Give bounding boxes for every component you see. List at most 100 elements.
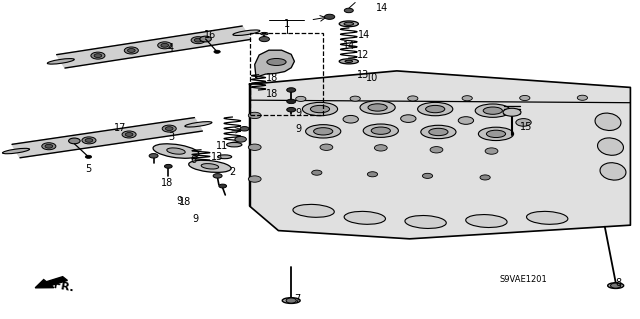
Circle shape <box>611 283 621 288</box>
Circle shape <box>320 144 333 151</box>
Circle shape <box>324 14 335 19</box>
Ellipse shape <box>360 101 396 114</box>
Circle shape <box>165 127 173 130</box>
Circle shape <box>516 119 531 126</box>
Circle shape <box>248 176 261 182</box>
Circle shape <box>430 147 443 153</box>
Text: 9: 9 <box>193 214 199 224</box>
Ellipse shape <box>527 211 568 224</box>
Ellipse shape <box>598 138 623 155</box>
Ellipse shape <box>418 102 453 116</box>
Ellipse shape <box>227 143 242 147</box>
Circle shape <box>124 47 138 54</box>
Ellipse shape <box>479 127 514 141</box>
Text: 9: 9 <box>296 124 302 134</box>
Text: 13: 13 <box>211 152 223 162</box>
Text: 7: 7 <box>294 294 300 304</box>
FancyArrow shape <box>35 277 67 288</box>
Ellipse shape <box>314 128 333 135</box>
Text: 17: 17 <box>114 122 127 133</box>
Ellipse shape <box>47 59 74 64</box>
Circle shape <box>91 52 105 59</box>
Ellipse shape <box>3 148 29 154</box>
Circle shape <box>94 54 102 57</box>
Circle shape <box>577 95 588 100</box>
Circle shape <box>235 137 246 142</box>
Bar <box>250 33 323 115</box>
Circle shape <box>480 175 490 180</box>
Text: 5: 5 <box>85 164 92 174</box>
Text: 14: 14 <box>376 3 388 13</box>
Circle shape <box>287 108 296 112</box>
Text: 3: 3 <box>168 132 175 142</box>
Circle shape <box>408 96 418 101</box>
Text: 18: 18 <box>161 178 173 188</box>
Ellipse shape <box>201 164 219 169</box>
Text: 11: 11 <box>216 141 228 151</box>
Ellipse shape <box>260 33 268 35</box>
Circle shape <box>343 115 358 123</box>
Circle shape <box>350 96 360 101</box>
Circle shape <box>344 8 353 13</box>
Ellipse shape <box>344 211 385 224</box>
Ellipse shape <box>371 127 390 134</box>
Polygon shape <box>250 71 630 239</box>
Circle shape <box>122 131 136 138</box>
Text: 9: 9 <box>176 196 182 206</box>
Circle shape <box>462 96 472 101</box>
Ellipse shape <box>185 122 212 127</box>
Text: 4: 4 <box>167 43 173 53</box>
Circle shape <box>195 38 202 42</box>
Circle shape <box>520 95 530 100</box>
Circle shape <box>240 127 249 131</box>
Circle shape <box>248 144 261 151</box>
Text: 16: 16 <box>204 30 216 40</box>
Ellipse shape <box>608 283 623 288</box>
Circle shape <box>374 145 387 151</box>
Circle shape <box>191 37 205 44</box>
Ellipse shape <box>363 124 398 137</box>
Ellipse shape <box>486 130 506 137</box>
Circle shape <box>68 138 80 144</box>
Circle shape <box>125 133 133 137</box>
Circle shape <box>422 173 433 178</box>
Ellipse shape <box>475 104 511 117</box>
Ellipse shape <box>600 163 626 180</box>
Ellipse shape <box>344 22 354 26</box>
Ellipse shape <box>466 215 507 227</box>
Circle shape <box>259 37 269 41</box>
Ellipse shape <box>293 204 334 217</box>
Circle shape <box>286 298 296 303</box>
Text: 6: 6 <box>190 155 196 165</box>
Text: 18: 18 <box>179 197 191 207</box>
Ellipse shape <box>233 30 260 35</box>
Ellipse shape <box>405 216 446 228</box>
Ellipse shape <box>345 60 353 63</box>
Circle shape <box>219 184 227 188</box>
Text: 15: 15 <box>520 122 532 131</box>
Text: 10: 10 <box>366 73 378 83</box>
Circle shape <box>157 42 172 49</box>
Ellipse shape <box>218 155 232 159</box>
Ellipse shape <box>429 128 448 136</box>
Ellipse shape <box>306 125 341 138</box>
Circle shape <box>127 48 135 52</box>
Text: 18: 18 <box>266 89 278 100</box>
Circle shape <box>401 115 416 122</box>
Circle shape <box>287 88 296 92</box>
Text: FR.: FR. <box>53 280 75 294</box>
Text: 14: 14 <box>343 41 355 51</box>
Text: 18: 18 <box>266 73 278 83</box>
Ellipse shape <box>267 58 286 65</box>
Circle shape <box>164 164 172 168</box>
Ellipse shape <box>310 105 330 113</box>
Circle shape <box>85 138 93 142</box>
Ellipse shape <box>189 160 231 172</box>
Circle shape <box>149 153 158 158</box>
Circle shape <box>213 174 222 178</box>
Circle shape <box>287 99 296 104</box>
Ellipse shape <box>153 144 199 158</box>
Text: 2: 2 <box>229 167 236 177</box>
Ellipse shape <box>339 59 358 64</box>
Polygon shape <box>255 50 294 77</box>
